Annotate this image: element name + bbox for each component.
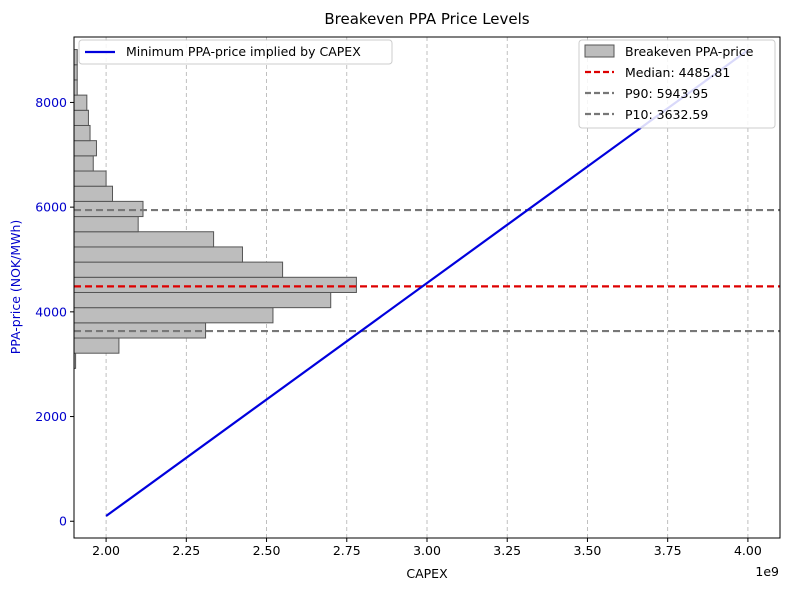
histogram-bar-12	[73, 170, 107, 187]
histogram-bar-11	[73, 185, 114, 202]
x-tick-label-6: 3.50	[574, 543, 602, 558]
legend-median-label: Median: 4485.81	[625, 65, 730, 80]
histogram-bar-6	[73, 261, 284, 278]
histogram-bar-9	[73, 216, 139, 233]
legend-p10-label: P10: 3632.59	[625, 107, 708, 122]
y-tick-label-0: 0	[59, 514, 67, 529]
x-tick-label-3: 2.75	[333, 543, 361, 558]
legend-right: Breakeven PPA-price Median: 4485.81 P90:…	[578, 39, 776, 129]
chart-title: Breakeven PPA Price Levels	[324, 10, 529, 28]
x-tick-label-4: 3.00	[413, 543, 441, 558]
legend-hist-swatch	[584, 44, 615, 58]
x-axis-label: CAPEX	[406, 566, 448, 581]
histogram-bar-10	[73, 200, 144, 218]
y-tick-label-2: 4000	[35, 304, 67, 319]
x-axis-offset: 1e9	[755, 564, 779, 579]
histogram-bars	[73, 49, 357, 369]
x-tick-label-1: 2.25	[172, 543, 200, 558]
histogram-bar-7	[73, 246, 243, 263]
x-tick-label-5: 3.25	[493, 543, 521, 558]
legend-line-label: Minimum PPA-price implied by CAPEX	[126, 44, 361, 59]
histogram-bar-3	[73, 307, 274, 324]
x-axis-ticks: 2.00 2.25 2.50 2.75 3.00 3.25 3.50 3.75 4.00	[92, 538, 762, 558]
legend-p90-label: P90: 5943.95	[625, 86, 708, 101]
x-tick-label-7: 3.75	[654, 543, 682, 558]
y-tick-label-1: 2000	[35, 409, 67, 424]
histogram-bar-17	[73, 94, 88, 111]
histogram-bar-1	[73, 337, 120, 354]
y-axis-label: PPA-price (NOK/MWh)	[8, 220, 23, 355]
legend-hist-label: Breakeven PPA-price	[625, 44, 754, 59]
x-tick-label-2: 2.50	[253, 543, 281, 558]
y-tick-label-4: 8000	[35, 95, 67, 110]
histogram-bar-14	[73, 140, 97, 157]
y-tick-label-3: 6000	[35, 200, 67, 215]
legend-left: Minimum PPA-price implied by CAPEX	[78, 39, 393, 65]
histogram-bar-15	[73, 124, 91, 142]
histogram-bar-8	[73, 231, 215, 248]
histogram-bar-5	[73, 276, 357, 293]
x-tick-label-0: 2.00	[92, 543, 120, 558]
histogram-bar-16	[73, 109, 89, 126]
histogram-bar-4	[73, 291, 332, 309]
histogram-bar-13	[73, 155, 94, 172]
x-tick-label-8: 4.00	[734, 543, 762, 558]
y-axis-ticks: 0 2000 4000 6000 8000	[35, 95, 74, 529]
reference-lines	[74, 208, 780, 333]
